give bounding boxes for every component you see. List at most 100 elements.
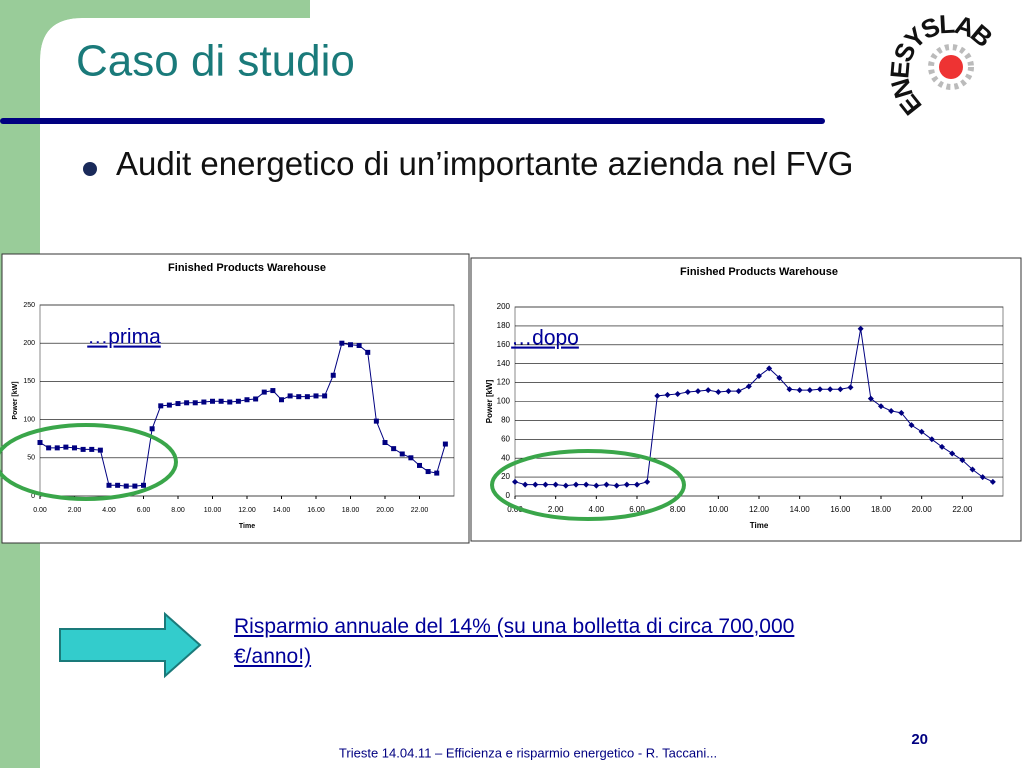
y-tick-label: 140	[497, 359, 511, 368]
y-tick-label: 0	[506, 491, 511, 500]
x-tick-label: 6.00	[137, 507, 151, 514]
data-point	[908, 422, 915, 429]
x-tick-label: 20.00	[912, 505, 933, 514]
highlight-ellipse	[0, 423, 178, 501]
note-text: Risparmio annuale del 14% (su una bollet…	[234, 615, 795, 668]
data-point	[928, 436, 935, 443]
data-point	[192, 400, 198, 406]
y-axis-label: Power [kW]	[12, 381, 19, 419]
data-point	[158, 403, 164, 409]
data-point	[149, 426, 155, 432]
data-point	[244, 397, 250, 403]
x-tick-label: 12.00	[238, 507, 256, 514]
page-number: 20	[911, 731, 928, 748]
x-tick-label: 18.00	[871, 505, 892, 514]
data-point	[827, 386, 834, 393]
data-point	[304, 394, 310, 400]
data-point	[253, 396, 259, 402]
data-point	[442, 441, 448, 447]
x-tick-label: 20.00	[376, 507, 394, 514]
charts: Finished Products Warehouse0501001502002…	[12, 262, 1004, 530]
data-point	[235, 398, 241, 404]
y-tick-label: 200	[23, 340, 35, 347]
y-tick-label: 60	[501, 434, 510, 443]
data-point	[141, 482, 146, 488]
data-point	[979, 474, 986, 481]
highlight-ellipse	[490, 449, 686, 521]
y-tick-label: 120	[497, 378, 511, 387]
data-point	[756, 372, 762, 379]
data-point	[776, 374, 783, 381]
corner-curve	[40, 18, 82, 60]
y-tick-label: 250	[23, 302, 35, 309]
bullet-dot	[83, 162, 97, 176]
logo-gear	[928, 44, 974, 90]
data-point	[89, 446, 95, 452]
data-point	[654, 392, 661, 399]
data-point	[684, 389, 691, 396]
x-tick-label: 16.00	[830, 505, 851, 514]
x-tick-label: 4.00	[102, 507, 116, 514]
data-point	[365, 349, 371, 355]
data-point	[969, 466, 976, 473]
data-point	[63, 444, 69, 450]
data-point	[552, 481, 559, 488]
data-point	[279, 397, 284, 403]
data-point	[227, 399, 233, 405]
data-point	[603, 481, 610, 488]
y-tick-label: 180	[497, 321, 511, 330]
note-box: Risparmio annuale del 14% (su una bollet…	[234, 615, 795, 668]
data-point	[817, 386, 823, 393]
data-point	[695, 388, 701, 395]
data-point	[296, 394, 302, 400]
x-tick-label: 10.00	[204, 507, 222, 514]
chart-title: Finished Products Warehouse	[680, 266, 838, 278]
y-tick-label: 40	[501, 453, 510, 462]
annotation: …prima	[87, 326, 161, 349]
data-point	[674, 390, 681, 397]
y-tick-label: 200	[497, 302, 511, 311]
data-point	[562, 482, 569, 489]
data-point	[725, 388, 732, 395]
data-point	[210, 398, 215, 404]
y-tick-label: 150	[23, 378, 35, 385]
x-tick-label: 10.00	[708, 505, 729, 514]
data-point	[166, 402, 172, 408]
footer: Trieste 14.04.11 – Efficienza e risparmi…	[339, 745, 717, 760]
data-point	[735, 388, 742, 395]
y-tick-label: 160	[497, 340, 511, 349]
x-tick-label: 22.00	[411, 507, 429, 514]
y-axis-label: Power [kW]	[485, 379, 494, 423]
data-point	[106, 482, 112, 488]
data-point	[123, 483, 129, 489]
corner	[40, 0, 310, 60]
data-point	[715, 389, 722, 396]
data-point	[623, 481, 630, 488]
bullet-text: Audit energetico di un’importante aziend…	[116, 145, 854, 182]
logo-core	[939, 55, 963, 79]
chart-frame	[470, 257, 1022, 542]
data-point	[261, 389, 267, 395]
data-point	[132, 483, 138, 489]
data-line	[39, 342, 446, 487]
data-point	[270, 388, 276, 394]
data-point	[399, 451, 405, 457]
data-point	[356, 342, 362, 348]
data-point	[573, 481, 579, 488]
data-point	[37, 440, 43, 446]
x-tick-label: 16.00	[307, 507, 325, 514]
data-point	[54, 445, 60, 451]
data-point	[857, 325, 864, 332]
data-point	[644, 478, 651, 485]
data-point	[425, 469, 431, 475]
data-point	[786, 386, 793, 393]
data-point	[593, 482, 600, 489]
x-tick-label: 0.00	[507, 505, 523, 514]
annotation: …dopo	[511, 327, 579, 350]
x-axis-label: Time	[239, 523, 255, 530]
data-point	[322, 393, 328, 399]
x-tick-label: 4.00	[589, 505, 605, 514]
x-tick-label: 0.00	[33, 507, 47, 514]
data-point	[218, 398, 224, 404]
x-tick-label: 14.00	[790, 505, 811, 514]
